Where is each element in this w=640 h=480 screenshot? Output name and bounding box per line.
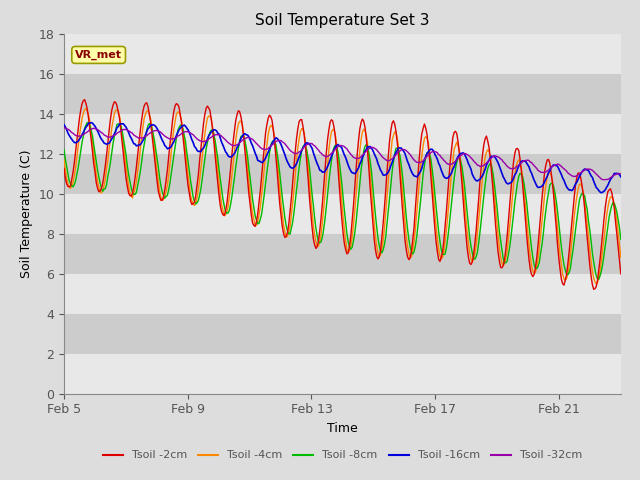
Title: Soil Temperature Set 3: Soil Temperature Set 3 — [255, 13, 429, 28]
Legend: Tsoil -2cm, Tsoil -4cm, Tsoil -8cm, Tsoil -16cm, Tsoil -32cm: Tsoil -2cm, Tsoil -4cm, Tsoil -8cm, Tsoi… — [99, 446, 586, 465]
Bar — [64, 114, 621, 154]
Y-axis label: Soil Temperature (C): Soil Temperature (C) — [20, 149, 33, 278]
Bar — [64, 354, 621, 394]
Bar — [64, 34, 621, 73]
X-axis label: Time: Time — [327, 422, 358, 435]
Bar — [64, 193, 621, 234]
Bar — [64, 274, 621, 313]
Text: VR_met: VR_met — [75, 50, 122, 60]
